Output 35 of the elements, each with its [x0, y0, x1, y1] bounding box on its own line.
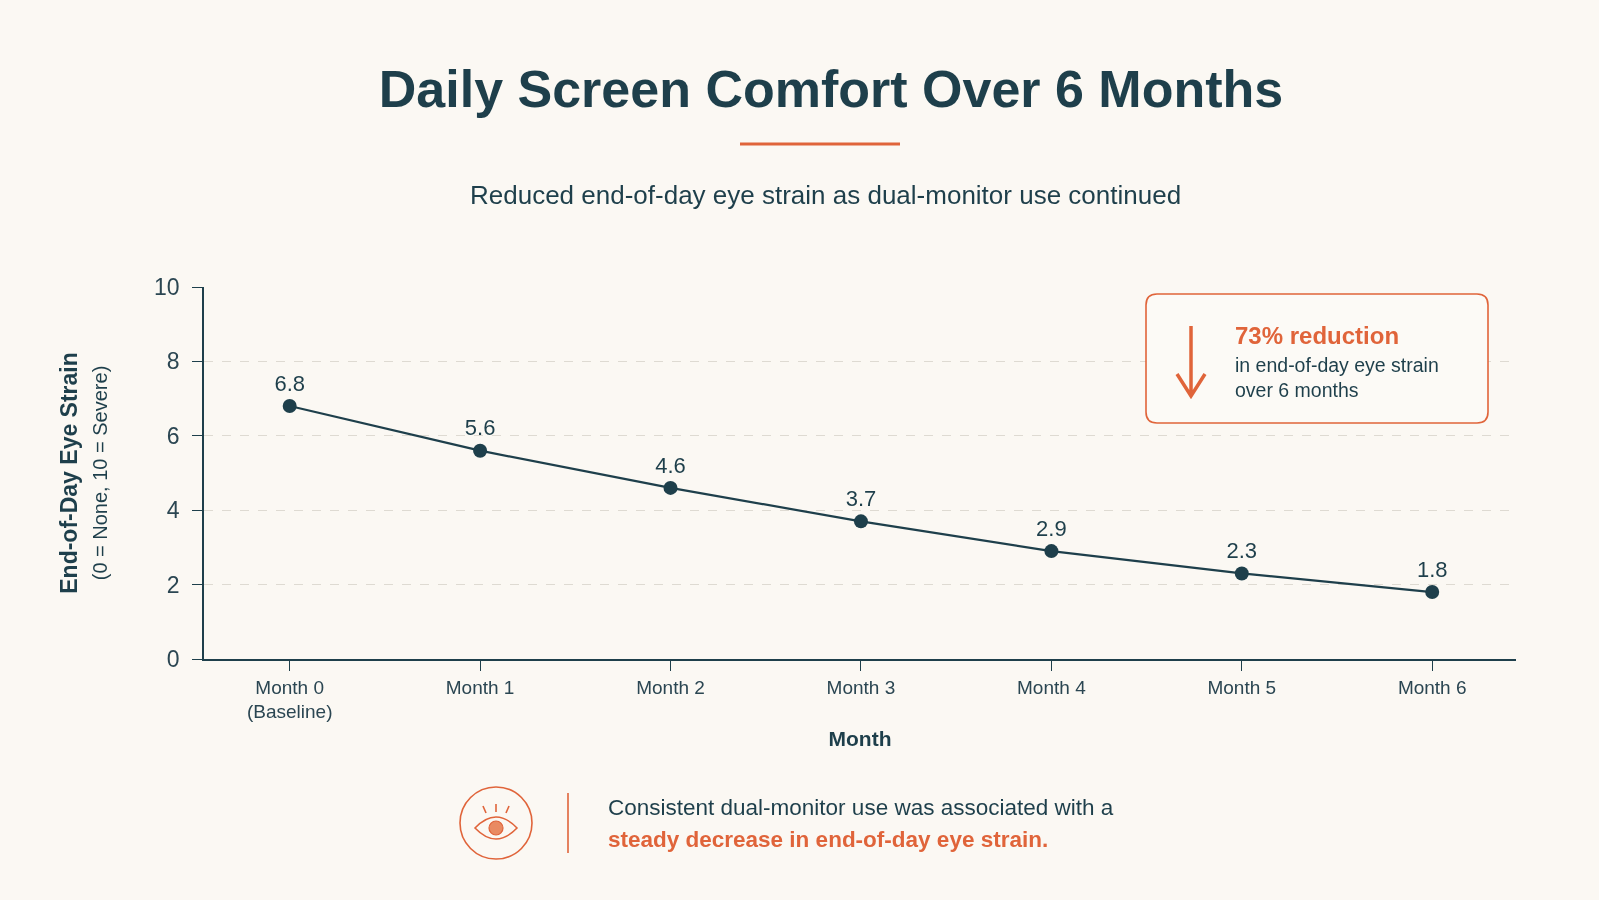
- y-tick-label: 4: [166, 497, 180, 524]
- y-tick-label: 6: [166, 422, 180, 449]
- data-label: 6.8: [274, 370, 305, 396]
- x-axis-title: Month: [828, 726, 892, 750]
- data-label: 3.7: [845, 486, 877, 512]
- data-label: 2.3: [1226, 538, 1258, 564]
- y-tick-label: 8: [166, 348, 180, 375]
- x-tick-label: Month 6: [1397, 676, 1467, 698]
- data-label: 2.9: [1036, 515, 1067, 541]
- y-tick-label: 2: [166, 571, 180, 598]
- annotation: 73% reduction: [1235, 322, 1400, 349]
- x-tick-label: Month 4: [1017, 676, 1087, 698]
- x-tick-label: Month 5: [1207, 676, 1277, 698]
- x-tick-label: Month 3: [826, 676, 896, 698]
- annotation: in end-of-day eye strain over 6 months: [1235, 354, 1439, 402]
- chart-title: Daily Screen Comfort Over 6 Months: [378, 60, 1284, 119]
- point: [663, 480, 678, 495]
- text: Consistent dual-monitor use was associated with a: [608, 795, 1114, 820]
- point: [282, 399, 297, 414]
- point: [853, 514, 868, 529]
- chart-subtitle: Reduced end-of-day eye strain as dual-monitor use continued: [470, 180, 1182, 210]
- point: [1044, 544, 1059, 559]
- data-label: 5.6: [464, 415, 496, 441]
- x-tick-label: Month 1: [445, 676, 515, 698]
- x-tick-label: Month 0 (Baseline): [246, 676, 333, 723]
- y-tick-label: 10: [154, 274, 180, 301]
- point: [1425, 585, 1440, 600]
- data-label: 1.8: [1416, 556, 1448, 582]
- y-tick-label: 0: [166, 646, 180, 673]
- y-axis-title: End-of-Day Eye Strain (0 = None, 10 = Severe): [56, 352, 112, 594]
- text: steady decrease in end-of-day eye strain.: [608, 827, 1049, 852]
- point: [473, 443, 488, 458]
- point: [1234, 566, 1249, 581]
- x-tick-label: Month 2: [636, 676, 705, 698]
- data-label: 4.6: [655, 452, 686, 478]
